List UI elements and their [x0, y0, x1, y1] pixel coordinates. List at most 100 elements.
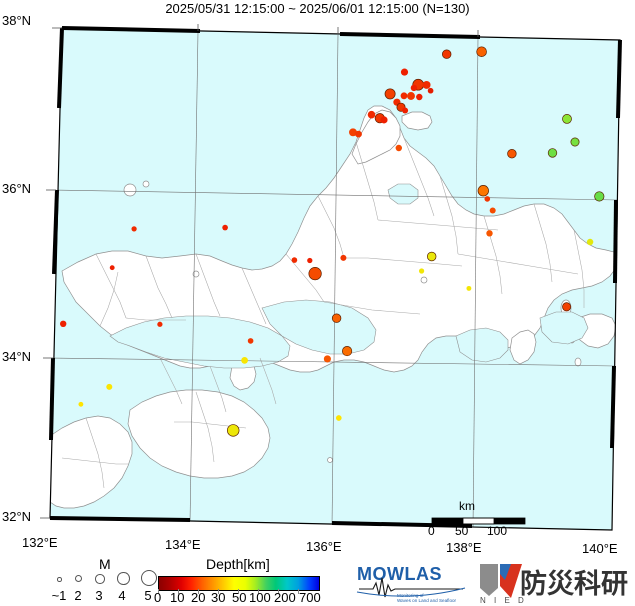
- epicenter-marker[interactable]: [418, 268, 425, 274]
- epicenter-marker[interactable]: [78, 401, 84, 407]
- prefecture-borders: [61, 137, 585, 489]
- epicenter-marker[interactable]: [349, 128, 357, 137]
- epicenter-marker[interactable]: [594, 191, 605, 202]
- epicenter-marker[interactable]: [331, 313, 342, 323]
- epicenter-marker[interactable]: [547, 148, 558, 158]
- epicenter-marker[interactable]: [157, 321, 163, 327]
- epicenter-marker[interactable]: [355, 130, 362, 138]
- magnitude-label-4: 4: [118, 588, 126, 603]
- sagami-bay: [539, 311, 589, 345]
- epicenter-marker[interactable]: [395, 144, 402, 152]
- shikoku-landmass: [127, 389, 271, 479]
- lon-label-136: 136°E: [306, 539, 342, 554]
- magnitude-marker-1: [57, 577, 62, 582]
- epicenter-marker[interactable]: [442, 49, 452, 59]
- epicenter-marker[interactable]: [402, 107, 409, 114]
- coastal-isle-1: [192, 270, 200, 278]
- epicenter-marker[interactable]: [60, 320, 67, 327]
- mowlas-swoosh-icon: [356, 587, 466, 597]
- epicenter-marker[interactable]: [241, 357, 248, 364]
- longitude-line-138: [472, 37, 479, 529]
- suruga-bay: [455, 327, 509, 363]
- bousai-kaken-text: 防災科研: [520, 569, 628, 600]
- scalebar-unit-label: km: [459, 499, 475, 513]
- epicenter-marker[interactable]: [308, 267, 322, 281]
- magnitude-label-2: 2: [74, 588, 82, 603]
- mowlas-logo: MOWLAS Monitoring of Waves on Land and S…: [356, 564, 466, 603]
- seto-inland-sea: [109, 315, 291, 369]
- depth-tick-100: [258, 589, 259, 594]
- longitude-line-136: [331, 34, 339, 527]
- epicenter-marker[interactable]: [427, 87, 434, 94]
- magnitude-marker-2: [75, 575, 82, 582]
- epicenter-marker[interactable]: [476, 46, 487, 57]
- epicenter-marker[interactable]: [562, 302, 572, 312]
- earthquake-map[interactable]: km 0 50 100: [0, 18, 635, 538]
- epicenter-marker[interactable]: [477, 185, 489, 197]
- epicenter-marker[interactable]: [466, 285, 472, 291]
- epicenter-marker[interactable]: [323, 355, 331, 363]
- magnitude-label-5: 5: [144, 588, 152, 603]
- epicenter-marker[interactable]: [335, 415, 342, 421]
- depth-tick-200: [278, 589, 279, 594]
- scale-bar: [431, 517, 526, 525]
- inland-sea-group: [109, 183, 589, 369]
- magnitude-legend-title: M: [99, 556, 111, 572]
- epicenter-marker[interactable]: [342, 346, 353, 357]
- longitude-line-134: [189, 31, 199, 524]
- epicenter-marker[interactable]: [340, 254, 347, 261]
- lon-label-132: 132°E: [22, 535, 58, 550]
- lake-biwa: [387, 183, 419, 205]
- epicenter-marker[interactable]: [109, 265, 115, 271]
- noto-peninsula: [351, 109, 401, 165]
- mowlas-wordmark: MOWLAS: [357, 564, 442, 584]
- epicenter-marker[interactable]: [291, 257, 298, 263]
- epicenter-marker[interactable]: [400, 68, 409, 76]
- epicenter-marker[interactable]: [486, 230, 493, 237]
- depth-tick-50: [238, 589, 239, 594]
- epicenter-marker[interactable]: [416, 93, 423, 101]
- epicenter-marker[interactable]: [484, 196, 491, 202]
- osaka-bay: [261, 299, 377, 355]
- epicenter-group[interactable]: [35, 46, 605, 455]
- epicenter-marker[interactable]: [380, 116, 388, 124]
- map-canvas[interactable]: [0, 18, 635, 538]
- oki-island-small: [142, 180, 150, 188]
- nied-mark-left-icon: [480, 564, 498, 596]
- epicenter-marker[interactable]: [367, 110, 376, 119]
- epicenter-marker[interactable]: [226, 424, 240, 437]
- epicenter-marker[interactable]: [400, 92, 408, 100]
- epicenter-marker[interactable]: [507, 149, 517, 159]
- legend-panel: M ~1 2 3 4 5 Depth[km]: [0, 538, 635, 606]
- magnitude-marker-5: [141, 570, 157, 586]
- epicenter-marker[interactable]: [247, 338, 254, 344]
- epicenter-marker[interactable]: [384, 88, 396, 100]
- depth-tick-30: [218, 589, 219, 594]
- depth-label-30: 30: [211, 590, 226, 605]
- epicenter-marker[interactable]: [586, 238, 594, 246]
- scalebar-tick-100: 100: [487, 524, 508, 538]
- page-title: 2025/05/31 12:15:00 ~ 2025/06/01 12:15:0…: [165, 1, 470, 16]
- epicenter-marker[interactable]: [422, 80, 431, 89]
- depth-legend-title: Depth[km]: [206, 556, 270, 572]
- epicenter-marker[interactable]: [570, 137, 580, 147]
- epicenter-marker[interactable]: [489, 207, 496, 214]
- lon-label-138: 138°E: [446, 540, 482, 555]
- epicenter-marker[interactable]: [131, 226, 137, 232]
- epicenter-marker[interactable]: [307, 257, 313, 264]
- epicenter-marker[interactable]: [427, 251, 437, 262]
- epicenter-marker[interactable]: [410, 84, 418, 92]
- epicenter-marker[interactable]: [35, 450, 40, 455]
- epicenter-marker[interactable]: [106, 383, 113, 390]
- depth-tick-700: [298, 589, 299, 594]
- kyushu-landmass: [50, 415, 133, 509]
- depth-colorbar: [158, 576, 320, 591]
- nied-logo: N I E D: [480, 564, 524, 604]
- latitude-line-34: [51, 357, 616, 367]
- epicenter-marker[interactable]: [407, 92, 415, 100]
- epicenter-marker[interactable]: [562, 114, 572, 124]
- magnitude-label-1: ~1: [51, 588, 67, 603]
- map-frame: [40, 24, 622, 531]
- magnitude-marker-3: [95, 574, 105, 584]
- epicenter-marker[interactable]: [222, 224, 228, 231]
